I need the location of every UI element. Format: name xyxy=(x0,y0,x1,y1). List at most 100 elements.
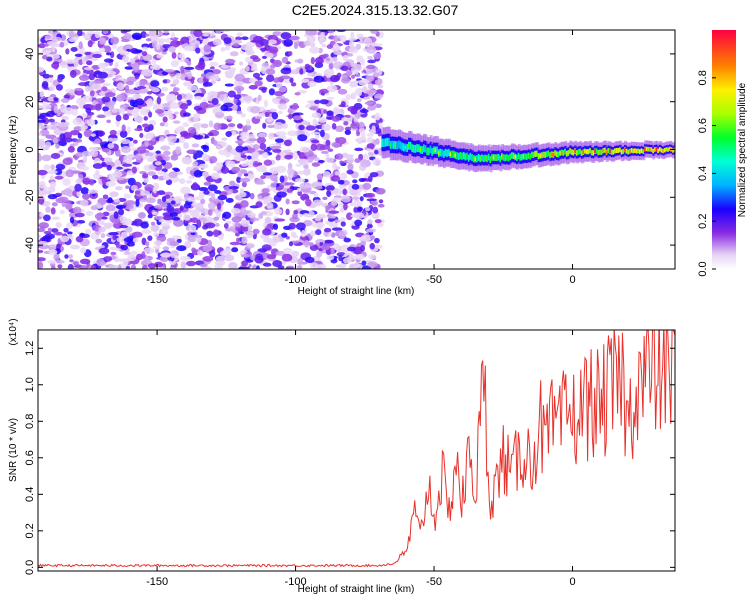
heatmap-cell xyxy=(482,155,486,163)
heatmap-cell xyxy=(123,193,132,199)
heatmap-cell xyxy=(145,241,150,247)
heatmap-cell xyxy=(119,224,128,229)
heatmap-cell xyxy=(346,156,355,164)
heatmap-cell xyxy=(272,260,283,267)
heatmap-cell xyxy=(220,47,226,52)
heatmap-cell xyxy=(59,209,65,215)
heatmap-cell xyxy=(185,179,193,184)
heatmap-cell xyxy=(105,204,116,212)
heatmap-cell xyxy=(283,139,292,147)
heatmap-cell xyxy=(274,208,283,215)
heatmap-cell xyxy=(270,145,282,149)
heatmap-cell xyxy=(45,134,57,139)
heatmap-cell xyxy=(83,67,94,71)
heatmap-cell xyxy=(519,154,523,161)
heatmap-cell xyxy=(665,147,669,152)
heatmap-cell xyxy=(369,129,377,135)
heatmap-cell xyxy=(52,54,60,60)
heatmap-cell xyxy=(223,222,229,229)
heatmap-cell xyxy=(246,119,251,127)
heatmap-cell xyxy=(275,154,281,161)
heatmap-cell xyxy=(255,265,260,269)
heatmap-cell xyxy=(270,64,276,69)
heatmap-cell xyxy=(169,101,180,110)
heatmap-cell xyxy=(146,157,156,162)
heatmap-cell xyxy=(421,146,425,154)
heatmap-cell xyxy=(374,219,382,224)
heatmap-cell xyxy=(41,154,52,162)
heatmap-cell xyxy=(511,152,515,159)
heatmap-cell xyxy=(168,45,176,53)
heatmap-cell xyxy=(234,232,240,237)
colorbar-tick-label: 0.8 xyxy=(697,70,709,85)
heatmap-cell xyxy=(521,153,525,161)
heatmap-cell xyxy=(208,201,216,210)
heatmap-cell xyxy=(334,125,345,133)
heatmap-cell xyxy=(207,208,213,216)
heatmap-cell xyxy=(313,193,319,198)
heatmap-cell xyxy=(625,148,629,154)
heatmap-cell xyxy=(291,250,300,257)
heatmap-cell xyxy=(367,261,378,268)
heatmap-cell xyxy=(542,151,546,158)
heatmap-cell xyxy=(121,124,126,132)
heatmap-cell xyxy=(266,52,274,59)
heatmap-cell xyxy=(325,185,335,192)
heatmap-cell xyxy=(164,194,171,199)
heatmap-cell xyxy=(187,234,197,243)
heatmap-cell xyxy=(268,88,276,96)
heatmap-cell xyxy=(275,81,283,89)
heatmap-cell xyxy=(272,59,283,68)
heatmap-cell xyxy=(121,55,130,63)
heatmap-cell xyxy=(145,152,154,157)
heatmap-cell xyxy=(144,184,155,192)
heatmap-cell xyxy=(264,216,272,225)
heatmap-cell xyxy=(276,95,286,100)
heatmap-cell xyxy=(240,113,246,118)
heatmap-cell xyxy=(171,217,181,221)
heatmap-cell xyxy=(50,207,56,215)
heatmap-cell xyxy=(159,136,165,142)
heatmap-cell xyxy=(183,81,192,87)
heatmap-cell xyxy=(266,254,277,260)
heatmap-cell xyxy=(218,234,224,241)
heatmap-cell xyxy=(332,162,337,170)
heatmap-cell xyxy=(275,131,287,137)
heatmap-cell xyxy=(217,194,228,201)
heatmap-cell xyxy=(273,90,284,97)
heatmap-cell xyxy=(64,254,69,259)
heatmap-cell xyxy=(103,45,112,53)
heatmap-cell xyxy=(248,85,258,90)
heatmap-cell xyxy=(367,219,373,225)
heatmap-cell xyxy=(81,150,92,157)
heatmap-cell xyxy=(353,262,360,269)
heatmap-cell xyxy=(375,138,380,145)
heatmap-cell xyxy=(357,88,363,96)
heatmap-cell xyxy=(146,98,153,105)
heatmap-cell xyxy=(351,183,360,190)
heatmap-cell xyxy=(214,260,226,266)
y-tick-label: 1.0 xyxy=(24,377,36,392)
heatmap-cell xyxy=(102,30,109,35)
heatmap-cell xyxy=(341,195,351,203)
heatmap-cell xyxy=(240,200,249,208)
heatmap-cell xyxy=(92,80,102,84)
heatmap-cell xyxy=(202,82,213,87)
heatmap-cell xyxy=(261,188,270,194)
heatmap-cell xyxy=(172,78,180,85)
heatmap-cell xyxy=(355,73,361,78)
heatmap-cell xyxy=(398,140,402,149)
heatmap-marks xyxy=(38,30,675,269)
heatmap-cell xyxy=(156,170,166,176)
heatmap-cell xyxy=(67,146,75,153)
heatmap-cell xyxy=(287,130,298,137)
heatmap-cell xyxy=(301,78,310,83)
heatmap-cell xyxy=(347,37,358,41)
heatmap-cell xyxy=(267,124,275,129)
heatmap-cell xyxy=(346,246,356,252)
heatmap-cell xyxy=(326,96,335,100)
heatmap-cell xyxy=(49,175,54,181)
heatmap-cell xyxy=(456,152,460,160)
heatmap-cell xyxy=(46,169,58,175)
heatmap-cell xyxy=(663,148,667,153)
